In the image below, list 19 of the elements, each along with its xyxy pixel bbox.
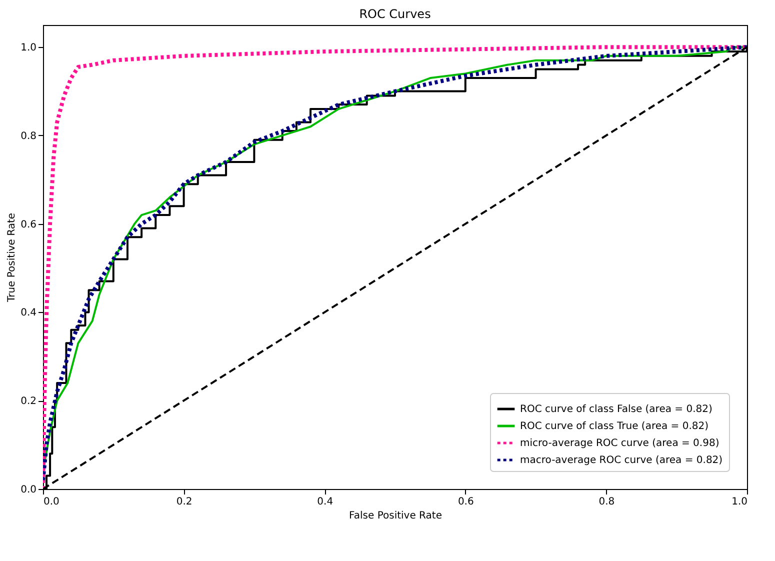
x-tick-label: 0.6 xyxy=(458,496,474,508)
x-tick-label: 0.0 xyxy=(44,496,60,508)
y-tick-label: 0.0 xyxy=(20,484,36,496)
x-tick-label: 0.2 xyxy=(176,496,192,508)
x-axis-title: False Positive Rate xyxy=(349,510,442,522)
y-tick-label: 0.8 xyxy=(20,130,36,142)
legend-label: ROC curve of class True (area = 0.82) xyxy=(520,421,709,432)
legend-label: micro-average ROC curve (area = 0.98) xyxy=(520,438,720,449)
y-tick-label: 0.6 xyxy=(20,219,36,230)
y-axis-title: True Positive Rate xyxy=(6,212,18,304)
y-tick-label: 1.0 xyxy=(20,42,36,54)
chart-title: ROC Curves xyxy=(359,7,431,21)
x-tick-label: 0.4 xyxy=(317,496,334,508)
x-tick-label: 1.0 xyxy=(732,496,748,508)
x-tick-label: 0.8 xyxy=(598,496,615,508)
legend-label: ROC curve of class False (area = 0.82) xyxy=(520,404,712,415)
y-tick-label: 0.2 xyxy=(20,396,36,408)
legend-label: macro-average ROC curve (area = 0.82) xyxy=(520,455,723,466)
y-tick-label: 0.4 xyxy=(20,308,36,319)
